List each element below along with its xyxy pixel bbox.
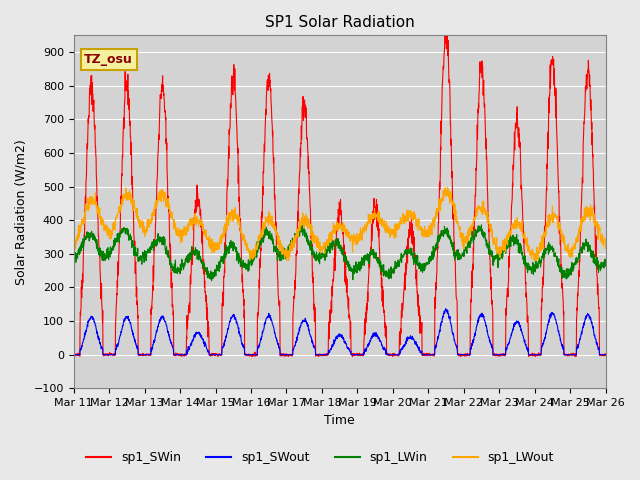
sp1_SWout [367, 338, 374, 344]
sp1_LWin [570, 264, 578, 270]
sp1_LWout [495, 245, 502, 251]
sp1_LWout [556, 219, 563, 225]
sp1_LWout [444, 185, 451, 191]
sp1_SWin [214, 353, 221, 359]
sp1_LWout [283, 258, 291, 264]
X-axis label: Time: Time [324, 414, 355, 427]
Line: sp1_LWin: sp1_LWin [74, 225, 605, 281]
sp1_LWout [367, 220, 374, 226]
sp1_LWin [556, 265, 563, 271]
sp1_LWout [70, 240, 77, 246]
sp1_SWin [442, 24, 449, 30]
sp1_LWout [218, 231, 226, 237]
sp1_LWin [208, 278, 216, 284]
sp1_LWout [602, 246, 609, 252]
sp1_LWin [367, 246, 374, 252]
sp1_SWout [570, 352, 577, 358]
sp1_SWin [602, 352, 609, 358]
sp1_SWin [556, 199, 563, 205]
sp1_LWin [218, 254, 226, 260]
sp1_SWout [494, 352, 502, 358]
sp1_SWout [555, 328, 563, 334]
sp1_LWin [355, 266, 363, 272]
sp1_SWout [218, 346, 226, 352]
sp1_SWin [495, 352, 502, 358]
Text: TZ_osu: TZ_osu [84, 53, 133, 66]
sp1_LWout [570, 244, 578, 250]
sp1_LWin [477, 222, 485, 228]
sp1_LWout [355, 236, 363, 241]
sp1_SWout [602, 352, 609, 358]
sp1_LWin [602, 263, 609, 268]
Legend: sp1_SWin, sp1_SWout, sp1_LWin, sp1_LWout: sp1_SWin, sp1_SWout, sp1_LWin, sp1_LWout [81, 446, 559, 469]
Line: sp1_LWout: sp1_LWout [74, 188, 605, 261]
sp1_LWin [495, 255, 502, 261]
sp1_SWout [442, 306, 449, 312]
Title: SP1 Solar Radiation: SP1 Solar Radiation [265, 15, 415, 30]
sp1_SWout [70, 352, 77, 358]
Y-axis label: Solar Radiation (W/m2): Solar Radiation (W/m2) [15, 139, 28, 285]
sp1_SWin [218, 300, 226, 306]
sp1_SWin [70, 351, 77, 357]
sp1_SWin [570, 352, 578, 358]
Line: sp1_SWin: sp1_SWin [74, 27, 605, 356]
sp1_LWin [70, 260, 77, 266]
sp1_SWin [355, 352, 363, 358]
sp1_SWout [355, 352, 363, 358]
Line: sp1_SWout: sp1_SWout [74, 309, 605, 355]
sp1_SWin [367, 247, 374, 252]
